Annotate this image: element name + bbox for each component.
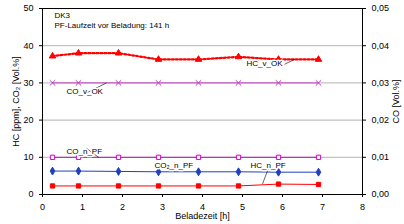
svg-text:6: 6 <box>280 202 285 212</box>
svg-text:7: 7 <box>320 202 325 212</box>
svg-text:DK3: DK3 <box>55 11 71 20</box>
svg-text:CO₂_n_PF: CO₂_n_PF <box>155 161 194 170</box>
svg-text:0,01: 0,01 <box>372 152 390 162</box>
svg-text:0,04: 0,04 <box>372 41 390 51</box>
svg-text:50: 50 <box>23 3 33 13</box>
svg-text:0,00: 0,00 <box>372 189 390 199</box>
svg-text:30: 30 <box>23 78 33 88</box>
svg-text:CO [Vol.%]: CO [Vol.%] <box>391 79 401 123</box>
svg-text:PF-Laufzeit vor Beladung: 141: PF-Laufzeit vor Beladung: 141 h <box>55 21 170 30</box>
svg-text:10: 10 <box>23 152 33 162</box>
svg-text:4: 4 <box>200 201 205 212</box>
svg-text:40: 40 <box>23 41 33 51</box>
svg-text:HC_v_OK: HC_v_OK <box>246 59 283 68</box>
svg-text:0,03: 0,03 <box>372 78 390 88</box>
svg-text:0,05: 0,05 <box>372 3 390 13</box>
svg-text:0: 0 <box>40 202 45 212</box>
svg-text:CO_n_PF: CO_n_PF <box>67 147 103 156</box>
svg-text:8: 8 <box>360 202 365 212</box>
svg-text:0,02: 0,02 <box>372 115 390 125</box>
svg-text:Beladezeit [h]: Beladezeit [h] <box>175 211 230 221</box>
svg-text:HC [ppm], CO₂ [Vol.%]: HC [ppm], CO₂ [Vol.%] <box>11 56 21 147</box>
svg-text:20: 20 <box>23 115 33 125</box>
svg-text:0: 0 <box>28 189 33 199</box>
svg-text:5: 5 <box>240 202 245 212</box>
svg-text:3: 3 <box>160 202 165 212</box>
svg-text:1: 1 <box>80 202 85 212</box>
svg-text:2: 2 <box>120 202 125 212</box>
svg-text:HC_n_PF: HC_n_PF <box>251 161 286 170</box>
svg-text:CO_v_OK: CO_v_OK <box>67 87 104 96</box>
